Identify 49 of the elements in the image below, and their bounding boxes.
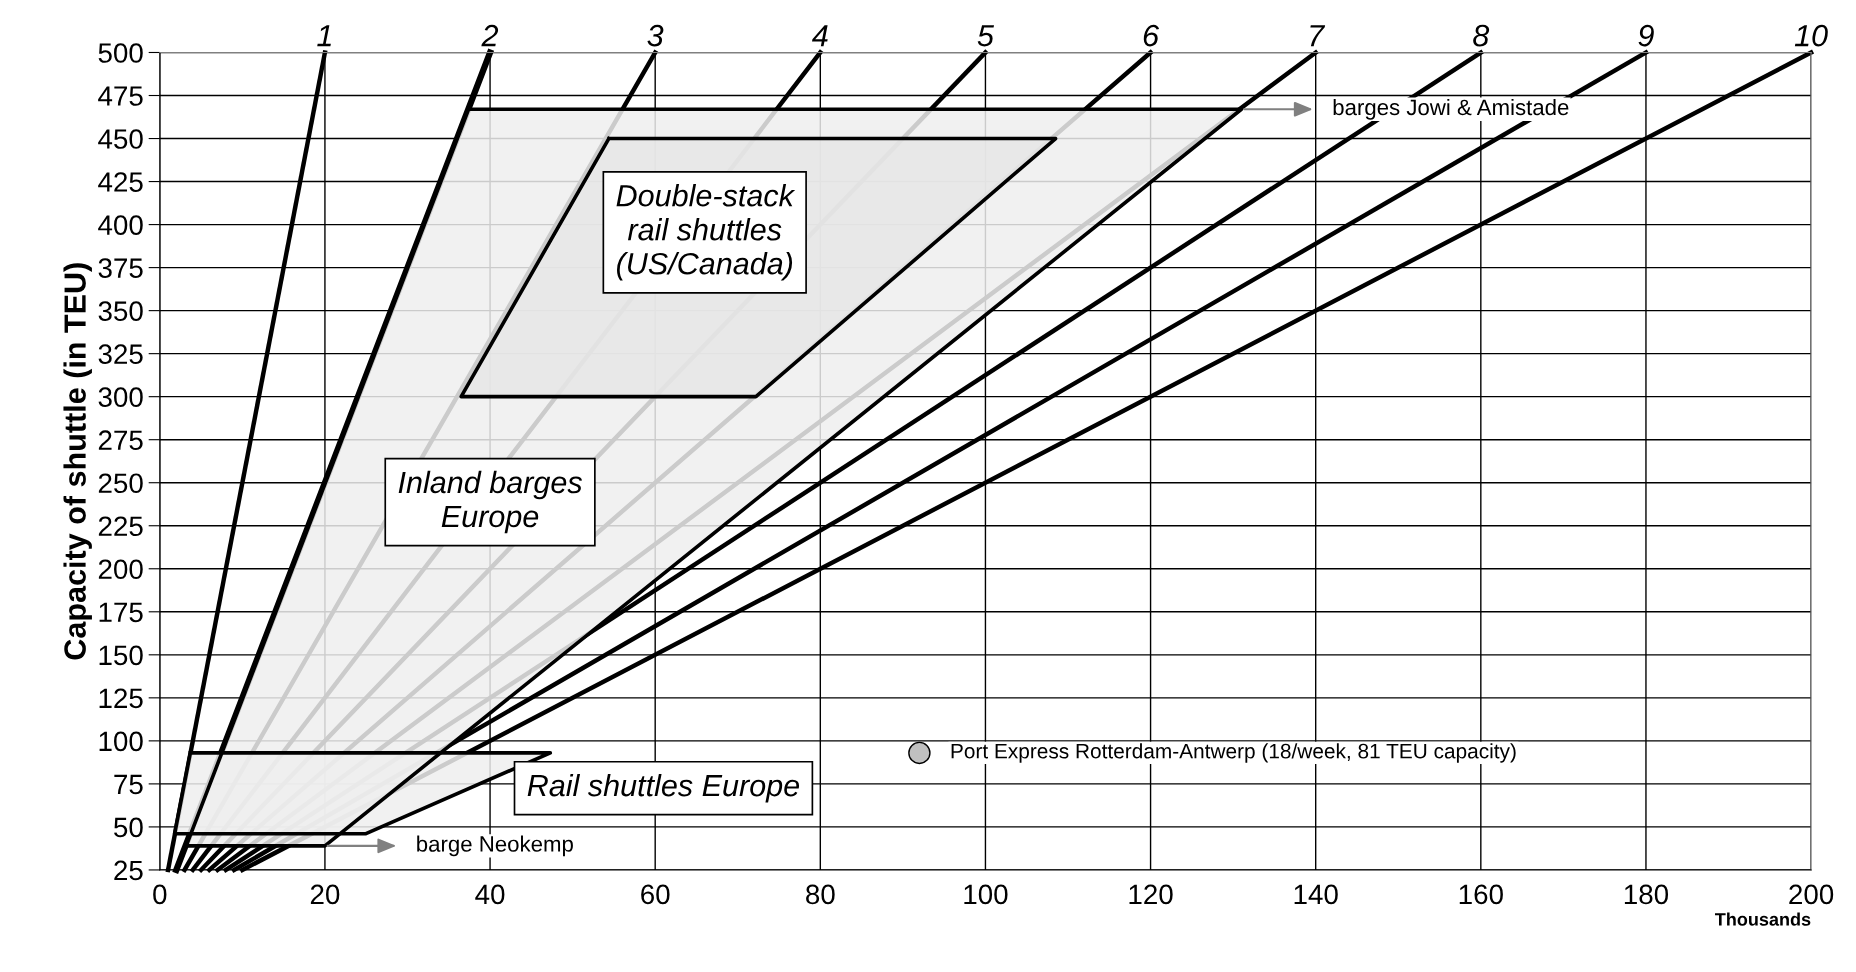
y-tick-label: 350 — [98, 301, 143, 321]
x-tick-label: 60 — [641, 884, 670, 905]
series-label: 9 — [1638, 24, 1654, 47]
y-tick-label: 175 — [99, 602, 143, 623]
series-label: 7 — [1310, 25, 1326, 47]
y-tick-label: 150 — [99, 645, 143, 666]
y-tick-label: 500 — [98, 43, 143, 63]
x-axis-title: Thousands — [1715, 912, 1811, 926]
y-tick-label: 250 — [98, 473, 143, 494]
y-tick-label: 475 — [98, 86, 143, 106]
x-tick-label: 140 — [1294, 884, 1338, 905]
annotation: Double-stack rail shuttles (US/Canada) — [616, 184, 796, 281]
annotation: barges Jowi & Amistade — [1333, 98, 1569, 120]
x-tick-label: 40 — [475, 884, 505, 905]
y-tick-label: 50 — [114, 817, 143, 838]
y-tick-label: 400 — [98, 215, 143, 235]
y-tick-label: 25 — [114, 860, 143, 881]
y-tick-label: 425 — [98, 172, 143, 192]
series-label: 3 — [647, 24, 664, 47]
y-tick-label: 300 — [98, 387, 143, 408]
series-label: 2 — [481, 24, 499, 47]
x-tick-label: 180 — [1624, 884, 1669, 905]
series-label: 8 — [1473, 24, 1490, 47]
y-tick-label: 325 — [98, 344, 143, 364]
y-tick-label: 225 — [98, 516, 143, 537]
y-tick-label: 100 — [99, 731, 143, 752]
x-tick-label: 0 — [153, 884, 167, 905]
annotation: barge Neokemp — [417, 835, 573, 857]
annotation: Inland barges Europe — [398, 470, 583, 534]
x-tick-label: 120 — [1129, 884, 1173, 905]
y-tick-label: 275 — [98, 430, 143, 451]
y-tick-label: 75 — [114, 774, 143, 795]
series-label: 6 — [1143, 24, 1160, 47]
series-label: 10 — [1794, 24, 1828, 47]
x-tick-label: 20 — [310, 884, 340, 905]
y-tick-label: 200 — [98, 559, 143, 580]
series-label: 4 — [812, 25, 828, 47]
x-tick-label: 80 — [806, 884, 835, 905]
y-tick-label: 125 — [99, 688, 143, 709]
x-tick-label: 100 — [964, 884, 1008, 905]
x-tick-label: 160 — [1459, 884, 1503, 905]
x-tick-label: 200 — [1789, 884, 1834, 905]
annotation: Rail shuttles Europe — [527, 773, 800, 803]
series-label: 5 — [977, 25, 995, 47]
y-tick-label: 450 — [98, 129, 143, 149]
series-label: 1 — [317, 25, 331, 47]
y-axis-title: Capacity of shuttle (in TEU) — [63, 263, 92, 660]
series-label: Port Express Rotterdam-Antwerp (18/week, 81 TEU capacity) — [951, 743, 1516, 763]
y-tick-label: 375 — [98, 258, 143, 278]
